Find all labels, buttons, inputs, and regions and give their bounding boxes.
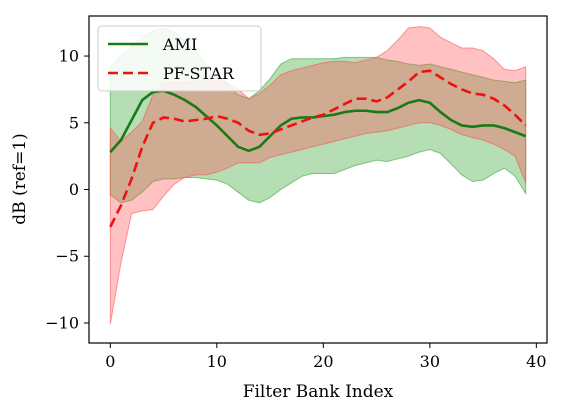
tick-layer: 0 10 20 30 40 −10 −5 0 5 10 [45,47,546,371]
y-tick-label: 10 [59,47,79,66]
legend-label: AMI [162,35,197,54]
plot-layer [109,26,527,325]
legend-label: PF-STAR [163,64,235,83]
x-tick-label: 40 [526,352,546,371]
y-axis-title: dB (ref=1) [10,133,30,225]
x-tick-label: 0 [105,352,115,371]
plot-area [109,26,527,325]
line-pf-star [109,69,527,228]
x-axis-title: Filter Bank Index [243,382,394,402]
legend-box [97,25,262,92]
legend: AMI PF-STAR [97,25,262,92]
x-tick-label: 30 [420,352,440,371]
y-tick-label: 0 [69,180,79,199]
y-tick-label: −10 [45,313,79,332]
y-tick-label: 5 [69,113,79,132]
x-tick-label: 10 [207,352,227,371]
plot-frame [88,15,548,344]
y-tick-label: −5 [55,247,79,266]
x-tick-label: 20 [313,352,333,371]
